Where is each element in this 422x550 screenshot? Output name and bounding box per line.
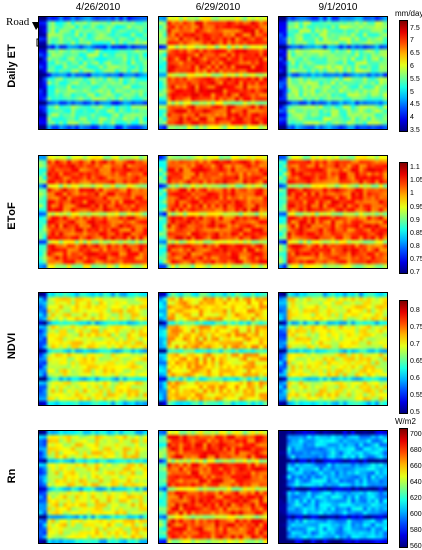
colorbar-tick: 620	[410, 495, 422, 503]
colorbar-tick: 0.6	[410, 375, 420, 383]
colorbar-tick: 640	[410, 479, 422, 487]
colorbar-tick: 0.55	[410, 392, 422, 400]
heatmap-panel	[278, 430, 388, 544]
colorbar-tick: 600	[410, 511, 422, 519]
heatmap-cells	[159, 156, 267, 268]
row-label: ETоF	[6, 202, 18, 230]
colorbar-tick: 7	[410, 37, 414, 45]
colorbar-tick: 0.75	[410, 255, 422, 263]
road-annotation: Road	[6, 16, 30, 28]
heatmap-cells	[279, 156, 387, 268]
heatmap-cells	[39, 156, 147, 268]
colorbar-tick: 1.05	[410, 177, 422, 185]
colorbar	[399, 428, 408, 548]
row-label: NDVI	[6, 332, 18, 360]
colorbar-tick: 0.75	[410, 324, 422, 332]
colorbar-tick: 0.7	[410, 341, 420, 349]
heatmap-cells	[279, 293, 387, 405]
heatmap-cells	[279, 17, 387, 129]
colorbar	[399, 300, 408, 414]
heatmap-panel	[278, 155, 388, 269]
colorbar-tick: 700	[410, 431, 422, 439]
heatmap-panel	[158, 16, 268, 130]
colorbar-tick: 580	[410, 527, 422, 535]
heatmap-panel	[38, 155, 148, 269]
colorbar-tick: 6.5	[410, 50, 420, 58]
heatmap-cells	[279, 431, 387, 543]
colorbar-tick: 660	[410, 463, 422, 471]
heatmap-panel	[158, 430, 268, 544]
heatmap-cells	[39, 17, 147, 129]
colorbar-tick: 0.85	[410, 229, 422, 237]
heatmap-cells	[39, 431, 147, 543]
colorbar-tick: 0.8	[410, 307, 420, 315]
heatmap-cells	[159, 17, 267, 129]
colorbar-tick: 1	[410, 190, 414, 198]
heatmap-cells	[159, 431, 267, 543]
colorbar-tick: 4.5	[410, 101, 420, 109]
heatmap-panel	[38, 430, 148, 544]
colorbar-tick: 0.65	[410, 358, 422, 366]
colorbar-tick: 3.5	[410, 127, 420, 134]
heatmap-cells	[39, 293, 147, 405]
heatmap-panel	[158, 292, 268, 406]
column-label: 6/29/2010	[195, 2, 241, 13]
heatmap-panel	[278, 16, 388, 130]
colorbar-tick: 7.5	[410, 24, 420, 32]
heatmap-panel	[38, 16, 148, 130]
colorbar-tick: 4	[410, 114, 414, 122]
row-label: Rn	[6, 468, 18, 484]
colorbar-tick: 5.5	[410, 75, 420, 83]
column-label: 4/26/2010	[75, 2, 121, 13]
colorbar-tick: 0.5	[410, 409, 420, 416]
colorbar	[399, 20, 408, 132]
heatmap-panel	[278, 292, 388, 406]
colorbar-tick: 680	[410, 447, 422, 455]
heatmap-panel	[158, 155, 268, 269]
heatmap-panel	[38, 292, 148, 406]
colorbar-unit: W/m2	[395, 417, 416, 426]
colorbar-tick: 0.95	[410, 203, 422, 211]
column-label: 9/1/2010	[318, 2, 358, 13]
heatmap-cells	[159, 293, 267, 405]
colorbar-tick: 0.7	[410, 269, 420, 276]
colorbar-tick: 1.1	[410, 164, 420, 172]
colorbar-tick: 560	[410, 543, 422, 550]
colorbar-tick: 0.8	[410, 242, 420, 250]
colorbar	[399, 162, 408, 274]
colorbar-unit: mm/day	[395, 9, 422, 18]
colorbar-tick: 6	[410, 63, 414, 71]
colorbar-tick: 0.9	[410, 216, 420, 224]
colorbar-tick: 5	[410, 88, 414, 96]
